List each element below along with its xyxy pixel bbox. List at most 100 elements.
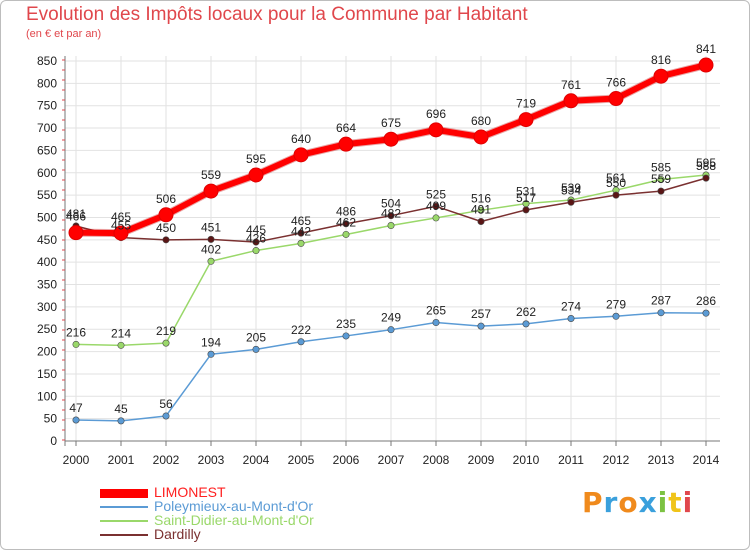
data-point — [428, 122, 444, 138]
data-label: 491 — [471, 202, 491, 216]
data-label: 274 — [561, 300, 581, 314]
x-tick-label: 2004 — [243, 453, 270, 467]
data-point — [432, 202, 440, 210]
data-label: 205 — [246, 330, 266, 344]
y-tick-label: 500 — [37, 210, 57, 224]
data-label: 482 — [381, 207, 401, 221]
data-label: 194 — [201, 335, 221, 349]
data-point — [608, 91, 624, 107]
logo-letter: i — [657, 486, 669, 519]
data-point — [252, 247, 260, 255]
data-point — [162, 339, 170, 347]
data-label: 517 — [516, 191, 536, 205]
data-label: 287 — [651, 294, 671, 308]
y-tick-label: 800 — [37, 76, 57, 90]
data-label: 841 — [696, 42, 716, 56]
y-tick-label: 750 — [37, 99, 57, 113]
y-tick-label: 350 — [37, 278, 57, 292]
data-point — [387, 212, 395, 220]
legend-label: Poleymieux-au-Mont-d'Or — [154, 498, 314, 514]
y-tick-label: 700 — [37, 121, 57, 135]
data-point — [162, 236, 170, 244]
x-tick-label: 2013 — [648, 453, 675, 467]
logo-letter: x — [638, 486, 658, 519]
x-tick-label: 2002 — [153, 453, 180, 467]
data-label: 249 — [381, 311, 401, 325]
data-point — [432, 214, 440, 222]
data-label: 286 — [696, 294, 716, 308]
data-label: 219 — [156, 324, 176, 338]
data-label: 481 — [66, 207, 86, 221]
legend-swatch — [100, 534, 148, 536]
data-label: 265 — [426, 304, 446, 318]
legend-swatch — [100, 488, 148, 498]
data-label: 525 — [426, 187, 446, 201]
data-label: 426 — [246, 232, 266, 246]
data-point — [657, 175, 665, 183]
y-tick-label: 50 — [44, 412, 58, 426]
data-point — [387, 222, 395, 230]
data-point — [297, 338, 305, 346]
chart-title: Evolution des Impôts locaux pour la Comm… — [26, 4, 528, 25]
x-tick-label: 2000 — [63, 453, 90, 467]
data-point — [563, 93, 579, 109]
data-point — [293, 147, 309, 163]
data-point — [653, 68, 669, 84]
data-point — [432, 319, 440, 327]
data-point — [72, 416, 80, 424]
y-tick-label: 0 — [50, 434, 57, 448]
data-point — [117, 417, 125, 425]
y-tick-label: 200 — [37, 345, 57, 359]
data-label: 486 — [336, 205, 356, 219]
data-point — [522, 320, 530, 328]
data-point — [342, 332, 350, 340]
data-point — [657, 187, 665, 195]
data-label: 402 — [201, 242, 221, 256]
data-point — [612, 312, 620, 320]
data-label: 675 — [381, 116, 401, 130]
x-tick-label: 2007 — [378, 453, 405, 467]
data-label: 222 — [291, 323, 311, 337]
data-label: 462 — [336, 215, 356, 229]
data-point — [702, 174, 710, 182]
data-point — [162, 412, 170, 420]
data-point — [338, 136, 354, 152]
data-point — [72, 340, 80, 348]
data-point — [567, 315, 575, 323]
data-label: 588 — [696, 159, 716, 173]
logo-letter: o — [618, 486, 639, 519]
data-label: 550 — [606, 176, 626, 190]
data-point — [522, 206, 530, 214]
data-label: 664 — [336, 121, 356, 135]
x-tick-label: 2014 — [693, 453, 720, 467]
data-label: 455 — [111, 219, 131, 233]
data-label: 761 — [561, 78, 581, 92]
data-label: 262 — [516, 305, 536, 319]
data-label: 451 — [201, 220, 221, 234]
y-tick-label: 400 — [37, 255, 57, 269]
y-tick-label: 450 — [37, 233, 57, 247]
data-label: 719 — [516, 97, 536, 111]
data-point — [203, 183, 219, 199]
data-point — [117, 341, 125, 349]
data-label: 516 — [471, 191, 491, 205]
data-label: 279 — [606, 297, 626, 311]
data-point — [113, 225, 129, 241]
data-point — [518, 112, 534, 128]
data-point — [342, 220, 350, 228]
y-tick-label: 850 — [37, 54, 57, 68]
data-point — [252, 345, 260, 353]
data-point — [612, 191, 620, 199]
data-point — [698, 57, 714, 73]
chart-subtitle: (en € et par an) — [26, 28, 102, 40]
data-label: 534 — [561, 183, 581, 197]
data-label: 235 — [336, 317, 356, 331]
data-point — [473, 129, 489, 145]
data-label: 214 — [111, 326, 131, 340]
data-point — [383, 131, 399, 147]
data-label: 257 — [471, 307, 491, 321]
data-point — [477, 322, 485, 330]
data-label: 450 — [156, 221, 176, 235]
data-point — [567, 198, 575, 206]
data-label: 216 — [66, 325, 86, 339]
